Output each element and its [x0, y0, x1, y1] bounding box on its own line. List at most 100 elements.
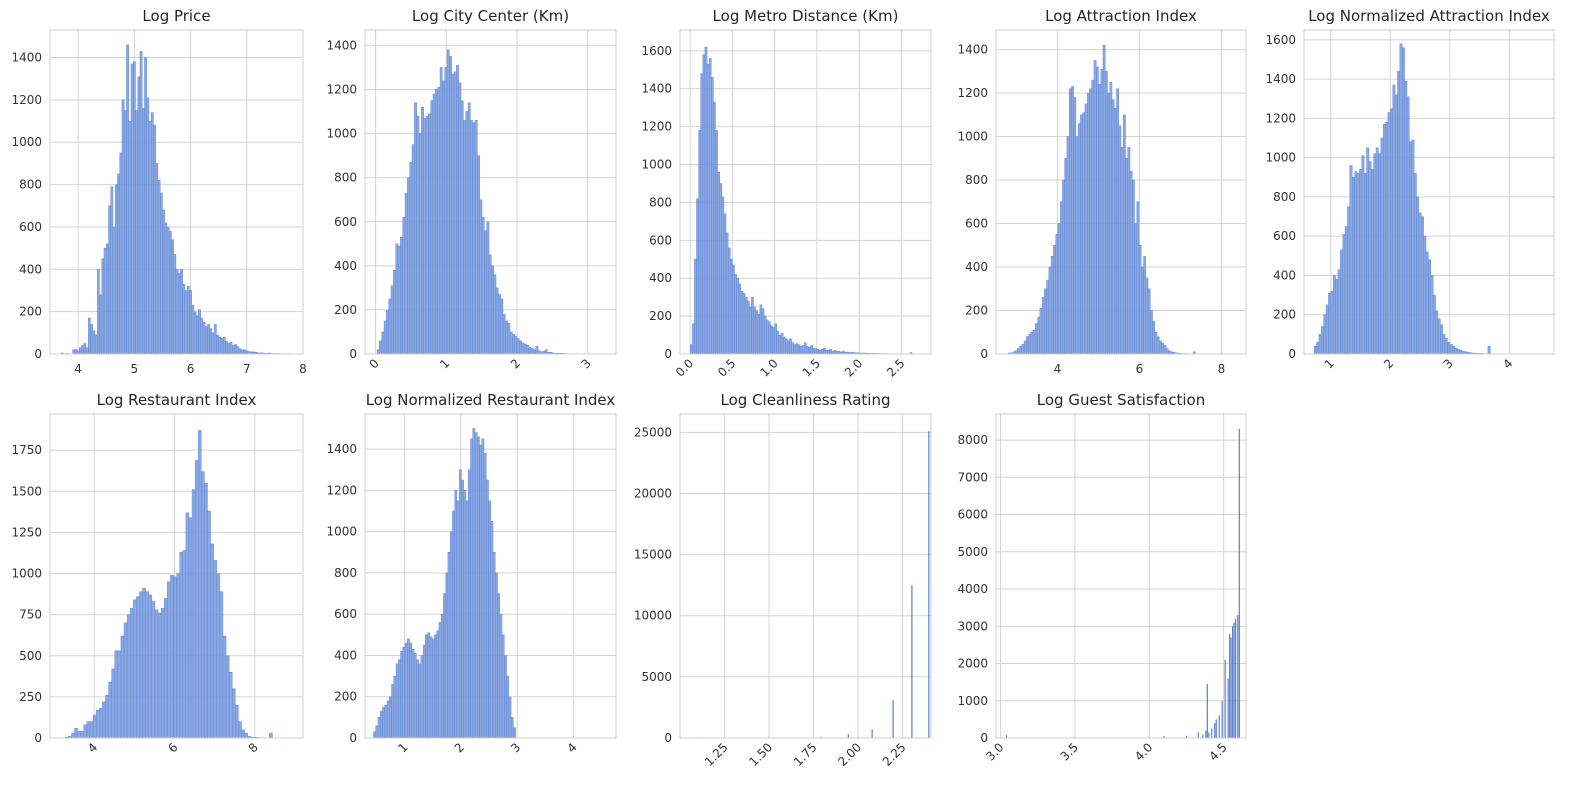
histogram-bar: [99, 708, 103, 739]
histogram-bar: [176, 573, 180, 739]
histogram-bar: [1205, 730, 1207, 738]
histogram-bar: [1390, 108, 1393, 355]
histogram-bar: [413, 653, 417, 739]
histogram-bar: [1159, 340, 1162, 355]
histogram-bar: [234, 344, 237, 355]
histogram-bar: [1089, 88, 1092, 355]
histogram-bar: [160, 607, 165, 739]
x-tick-label: 6: [187, 362, 195, 376]
histogram-bar: [1093, 60, 1097, 355]
histogram-bar: [216, 334, 219, 355]
histogram-bar: [180, 269, 183, 355]
histogram-bar: [1138, 245, 1142, 355]
histogram-bar: [1055, 234, 1059, 355]
histogram-bar: [153, 125, 156, 355]
histogram-bar: [1150, 310, 1153, 355]
histogram-bar: [456, 65, 459, 355]
histogram-bar: [1145, 277, 1149, 355]
plot-frame: [995, 413, 1247, 739]
histogram-bar: [1111, 99, 1115, 355]
histogram-bar: [395, 663, 399, 739]
histogram-bar: [456, 500, 460, 739]
histogram-bar: [162, 209, 165, 355]
histogram-bar: [544, 349, 548, 355]
histogram-bar: [463, 120, 466, 355]
histogram-bar: [1165, 348, 1169, 355]
histogram-bar: [1127, 147, 1131, 355]
histogram-bar: [751, 296, 754, 355]
histogram-bar: [1335, 279, 1339, 355]
histogram-bar: [114, 650, 119, 739]
histogram-bar: [708, 58, 712, 355]
histogram-bar: [1227, 678, 1229, 738]
x-tick-label: 1.0: [757, 356, 780, 379]
y-tick-label: 0: [980, 731, 988, 745]
histogram-bar: [1332, 275, 1336, 355]
histogram-bar: [182, 550, 187, 739]
histogram-bar: [166, 226, 170, 355]
histogram-bar: [425, 115, 429, 355]
histogram-bar: [222, 635, 227, 739]
histogram-bar: [698, 130, 701, 355]
histogram-panel-6: Log Restaurant Index 0 250 500 750 1000 1250 15…: [11, 391, 304, 756]
histogram-bar: [400, 651, 403, 739]
histogram-bar: [1143, 255, 1146, 355]
histogram-bar: [157, 612, 162, 739]
histogram-bar: [1030, 332, 1034, 355]
histogram-bar: [1214, 723, 1216, 738]
histogram-bar: [523, 343, 527, 355]
histogram-bar: [1023, 340, 1027, 355]
plot-frame: [49, 413, 304, 739]
histogram-bar: [404, 642, 408, 739]
histogram-bar: [1084, 103, 1088, 355]
histogram-bar: [1021, 344, 1025, 355]
y-tick-label: 200: [334, 303, 357, 317]
histogram-bar: [818, 350, 822, 355]
histogram-bar: [1229, 633, 1231, 738]
y-tick-label: 1000: [11, 567, 42, 581]
histogram-panel-8: Log Cleanliness Rating 0 5000 10000 15000 200…: [634, 391, 932, 769]
histogram-bar: [157, 180, 161, 355]
histogram-bar: [432, 93, 436, 355]
y-tick-label: 0: [349, 347, 357, 361]
histogram-bar: [94, 334, 98, 355]
y-tick-label: 600: [19, 220, 42, 234]
histogram-bar: [453, 71, 457, 355]
histogram-bar: [1221, 700, 1223, 738]
histogram-bar: [535, 346, 539, 355]
histogram-bar: [1026, 336, 1029, 355]
histogram-bar: [719, 183, 723, 355]
histogram-bar: [142, 588, 146, 739]
histogram-bar: [171, 239, 174, 355]
histogram-bar: [437, 87, 441, 355]
histogram-bar: [1129, 171, 1133, 355]
histogram-bar: [150, 112, 154, 355]
histogram-bar: [486, 479, 489, 739]
x-tick-label: 1.5: [800, 356, 823, 379]
y-tick-label: 1200: [1265, 111, 1296, 125]
histogram-bar: [772, 327, 775, 355]
histogram-bar: [1409, 141, 1412, 355]
histogram-bar: [95, 709, 100, 739]
histogram-bar: [1361, 155, 1365, 355]
x-tick-label: 7: [243, 362, 251, 376]
histogram-bar: [1147, 288, 1151, 355]
histogram-bar: [204, 326, 208, 355]
histogram-bar: [108, 205, 111, 355]
y-tick-label: 1400: [1265, 72, 1296, 86]
histogram-bar: [1487, 345, 1491, 355]
histogram-bar: [225, 341, 228, 355]
histogram-bar: [418, 133, 422, 355]
histogram-bar: [759, 304, 763, 355]
panel-title: Log Metro Distance (Km): [713, 7, 899, 25]
panel-title: Log Normalized Restaurant Index: [366, 391, 616, 409]
histogram-bar: [1442, 334, 1446, 355]
histogram-bar: [231, 345, 235, 355]
histogram-bar: [236, 346, 240, 355]
histogram-bar: [440, 613, 444, 739]
histogram-bar: [507, 322, 511, 355]
histogram-bar: [1050, 255, 1054, 355]
histogram-bar: [468, 469, 471, 739]
histogram-bar: [436, 630, 440, 739]
x-tick-label: 2: [1381, 356, 1396, 371]
